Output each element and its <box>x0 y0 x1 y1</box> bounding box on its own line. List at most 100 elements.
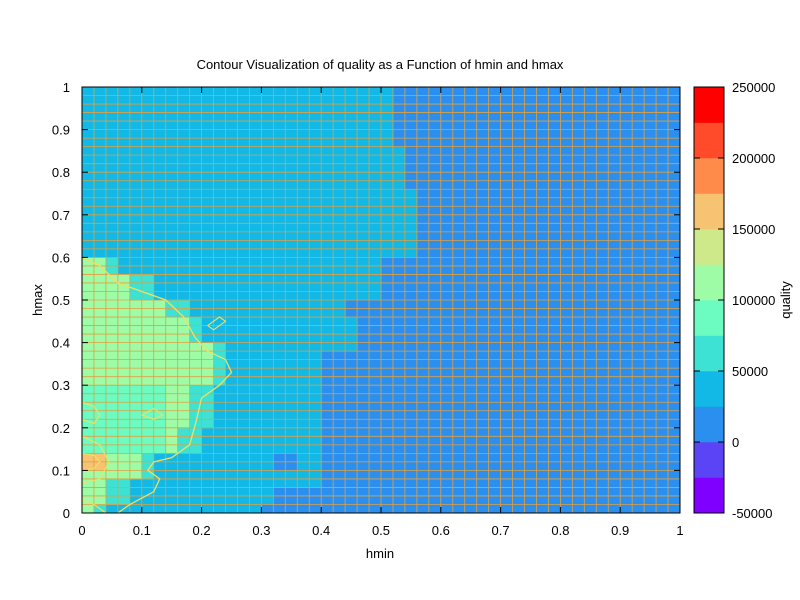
heatmap-cell <box>153 453 167 463</box>
heatmap-cell <box>452 214 466 224</box>
heatmap-cell <box>632 231 645 241</box>
heatmap-cell <box>548 240 561 250</box>
heatmap-cell <box>321 180 334 190</box>
heatmap-cell <box>117 104 131 113</box>
heatmap-cell <box>82 172 95 182</box>
heatmap-cell <box>297 104 310 113</box>
heatmap-cell <box>273 470 286 480</box>
heatmap-cell <box>500 334 513 343</box>
heatmap-cell <box>596 393 609 403</box>
heatmap-cell <box>237 248 250 258</box>
heatmap-cell <box>632 427 645 437</box>
heatmap-cell <box>381 308 394 318</box>
heatmap-cell <box>572 495 585 505</box>
heatmap-cell <box>464 470 477 480</box>
heatmap-cell <box>249 342 262 352</box>
heatmap-cell <box>165 112 178 122</box>
heatmap-cell <box>369 342 382 352</box>
heatmap-cell <box>273 87 286 96</box>
heatmap-cell <box>536 300 549 309</box>
heatmap-cell <box>117 385 131 395</box>
heatmap-cell <box>189 248 202 258</box>
heatmap-cell <box>117 121 131 130</box>
heatmap-cell <box>548 112 561 122</box>
heatmap-cell <box>333 87 346 96</box>
heatmap-cell <box>440 155 454 164</box>
heatmap-cell <box>404 487 418 497</box>
heatmap-cell <box>668 95 681 105</box>
heatmap-cell <box>452 427 466 437</box>
heatmap-cell <box>261 410 274 420</box>
heatmap-cell <box>117 478 131 488</box>
heatmap-cell <box>225 317 238 326</box>
heatmap-cell <box>82 87 95 96</box>
heatmap-cell <box>524 87 537 96</box>
heatmap-cell <box>381 146 394 156</box>
heatmap-cell <box>309 155 322 164</box>
heatmap-cell <box>644 214 657 224</box>
heatmap-cell <box>225 265 238 275</box>
heatmap-cell <box>416 487 430 497</box>
heatmap-cell <box>213 231 226 241</box>
heatmap-cell <box>261 180 274 190</box>
heatmap-cell <box>584 487 597 497</box>
heatmap-cell <box>141 317 155 326</box>
heatmap-cell <box>177 376 190 386</box>
heatmap-cell <box>560 95 573 105</box>
heatmap-cell <box>596 419 609 429</box>
heatmap-cell <box>476 95 489 105</box>
heatmap-cell <box>285 351 298 360</box>
heatmap-cell <box>548 334 561 343</box>
heatmap-cell <box>129 359 143 369</box>
heatmap-cell <box>560 427 573 437</box>
heatmap-cell <box>632 163 645 173</box>
heatmap-cell <box>165 487 178 497</box>
heatmap-cell <box>309 402 322 412</box>
heatmap-cell <box>93 444 107 454</box>
heatmap-cell <box>345 112 358 122</box>
heatmap-cell <box>404 325 418 335</box>
heatmap-cell <box>416 274 430 284</box>
heatmap-cell <box>632 257 645 267</box>
heatmap-cell <box>596 478 609 488</box>
heatmap-cell <box>608 248 621 258</box>
heatmap-cell <box>512 385 525 395</box>
heatmap-cell <box>297 87 310 96</box>
heatmap-cell <box>177 495 190 505</box>
heatmap-cell <box>464 104 477 113</box>
heatmap-cell <box>572 180 585 190</box>
heatmap-cell <box>129 436 143 446</box>
heatmap-cell <box>82 129 95 139</box>
heatmap-cell <box>596 197 609 207</box>
heatmap-cell <box>261 385 274 395</box>
heatmap-cell <box>357 180 370 190</box>
heatmap-cell <box>584 291 597 301</box>
heatmap-cell <box>309 87 322 96</box>
heatmap-cell <box>632 385 645 395</box>
heatmap-cell <box>620 104 633 113</box>
heatmap-cell <box>608 436 621 446</box>
heatmap-cell <box>321 402 334 412</box>
heatmap-cell <box>177 461 190 471</box>
heatmap-cell <box>177 351 190 360</box>
heatmap-cell <box>225 197 238 207</box>
heatmap-cell <box>105 155 119 164</box>
heatmap-cell <box>165 325 178 335</box>
heatmap-cell <box>476 223 489 233</box>
heatmap-cell <box>392 359 406 369</box>
heatmap-cell <box>536 104 549 113</box>
heatmap-cell <box>416 87 430 96</box>
heatmap-cell <box>404 385 418 395</box>
heatmap-cell <box>297 291 310 301</box>
heatmap-cell <box>668 419 681 429</box>
heatmap-cell <box>345 155 358 164</box>
heatmap-cell <box>177 95 190 105</box>
heatmap-cell <box>644 376 657 386</box>
heatmap-cell <box>608 265 621 275</box>
heatmap-cell <box>201 257 214 267</box>
heatmap-cell <box>237 444 250 454</box>
heatmap-cell <box>213 308 226 318</box>
heatmap-cell <box>93 155 107 164</box>
colorbar-swatch <box>694 406 724 443</box>
heatmap-cell <box>273 402 286 412</box>
